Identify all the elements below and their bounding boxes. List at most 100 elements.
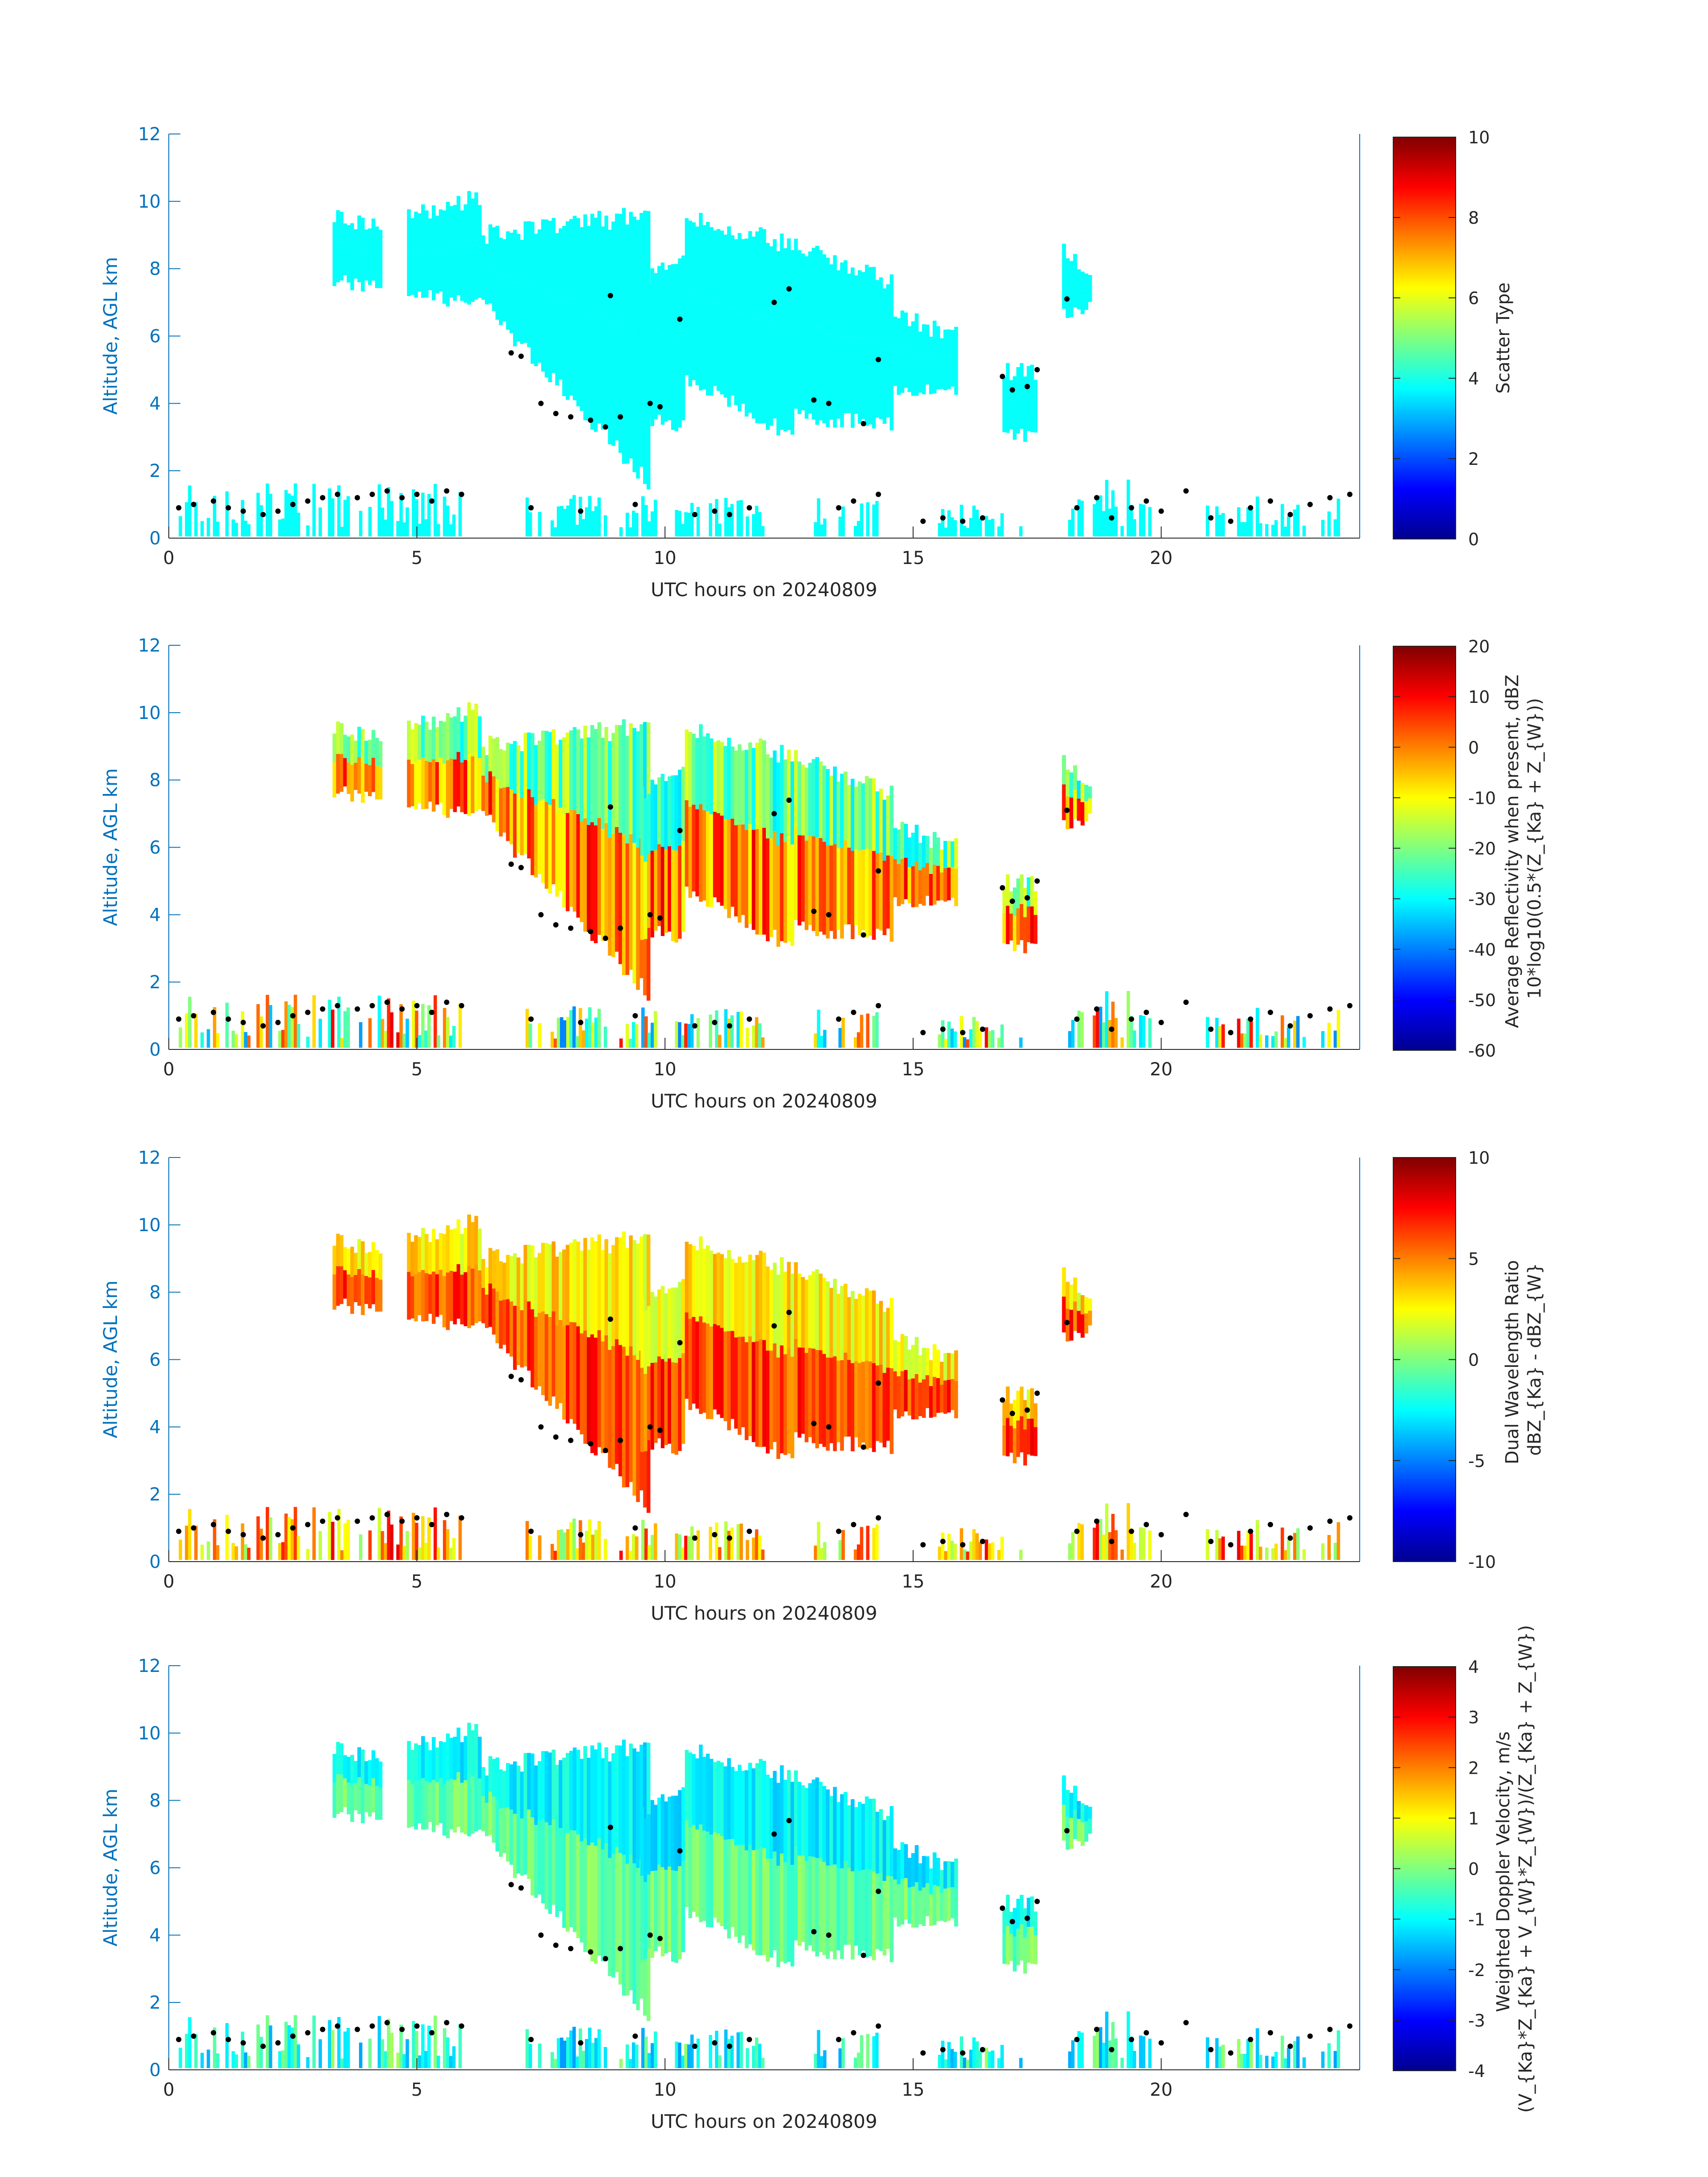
low-cloud-cell	[1321, 1543, 1325, 1560]
low-cloud-cell	[572, 2027, 576, 2068]
low-cloud-cell	[860, 1527, 864, 1560]
cloud-cell	[678, 334, 682, 428]
low-cloud-cell	[988, 1031, 991, 1048]
cloud-cell	[657, 333, 661, 415]
cloud-cell	[737, 744, 742, 825]
cloud-cell	[864, 848, 869, 937]
cloud-cell	[1080, 1314, 1085, 1338]
cloud-cell	[375, 226, 379, 255]
cloud-cell	[474, 192, 478, 241]
cloud-cell	[1013, 916, 1017, 951]
cloud-cell	[576, 1834, 580, 1938]
cloud-cell	[1023, 376, 1027, 406]
low-cloud-cell	[875, 1012, 879, 1048]
cloud-cell	[716, 1760, 721, 1834]
cloud-cell	[608, 230, 612, 326]
marker-point	[260, 1535, 266, 1541]
marker-point	[1208, 2047, 1214, 2052]
marker-point	[836, 505, 842, 511]
cloud-cell	[336, 721, 340, 754]
low-cloud-cell	[1246, 2039, 1250, 2068]
marker-point	[290, 1013, 296, 1019]
cloud-cell	[940, 1362, 944, 1385]
low-cloud-cell	[985, 516, 988, 537]
marker-point	[647, 401, 653, 406]
cloud-cell	[478, 1778, 482, 1830]
marker-point	[1267, 1522, 1273, 1528]
marker-point	[588, 929, 593, 935]
cloud-cell	[1019, 393, 1024, 429]
cloud-cell	[583, 1746, 587, 1839]
low-cloud-cell	[525, 497, 529, 537]
cloud-cell	[815, 1858, 819, 1957]
cloud-cell	[636, 1360, 640, 1502]
low-cloud-cell	[331, 1009, 334, 1048]
low-cloud-cell	[1132, 1030, 1136, 1048]
low-cloud-cell	[387, 2018, 391, 2068]
cloud-cell	[829, 1796, 834, 1866]
marker-point	[290, 1525, 296, 1531]
low-cloud-cell	[1321, 2052, 1325, 2068]
cloud-cell	[780, 234, 784, 322]
cloud-cell	[766, 754, 770, 839]
cloud-cell	[787, 1348, 791, 1454]
low-cloud-cell	[718, 1035, 722, 1048]
cloud-cell	[1062, 273, 1066, 309]
x-tick-label: 5	[411, 2080, 422, 2100]
cloud-cell	[580, 1759, 584, 1842]
cloud-cell	[1013, 1428, 1017, 1463]
low-cloud-cell	[761, 526, 765, 537]
cloud-cell	[886, 855, 890, 929]
marker-point	[747, 1529, 752, 1534]
cloud-cell	[668, 1866, 672, 1952]
low-cloud-cell	[1093, 1527, 1096, 1560]
cloud-cell	[428, 1242, 432, 1274]
cloud-cell	[858, 1294, 862, 1363]
marker-point	[191, 2033, 196, 2039]
cloud-cell	[780, 1345, 784, 1454]
low-cloud-cell	[1096, 2031, 1099, 2068]
marker-point	[275, 508, 281, 514]
cloud-cell	[713, 1254, 717, 1324]
cloud-cell	[847, 848, 851, 924]
low-cloud-cell	[1265, 1035, 1269, 1048]
marker-point	[528, 1016, 534, 1022]
cloud-cell	[559, 1828, 563, 1912]
low-cloud-cell	[975, 2041, 979, 2068]
cloud-cell	[562, 302, 566, 397]
low-cloud-cell	[1246, 507, 1250, 537]
cloud-cell	[618, 1345, 622, 1476]
low-cloud-cell	[696, 1530, 700, 1560]
cloud-cell	[520, 1818, 524, 1876]
cloud-cell	[1023, 917, 1027, 953]
low-cloud-cell	[1336, 498, 1341, 537]
cloud-cell	[787, 1262, 791, 1348]
cloud-cell	[418, 213, 422, 249]
low-cloud-cell	[872, 1015, 876, 1048]
low-cloud-cell	[449, 2056, 453, 2068]
cloud-cell	[559, 296, 563, 380]
low-cloud-cell	[938, 2055, 942, 2068]
cloud-cell	[530, 733, 535, 797]
cloud-cell	[759, 1339, 763, 1447]
cloud-cell	[506, 276, 510, 330]
cloud-cell	[695, 809, 699, 897]
cloud-cell	[410, 729, 414, 764]
cloud-cell	[915, 1337, 919, 1374]
low-cloud-cell	[578, 1520, 582, 1560]
cloud-cell	[502, 276, 506, 322]
cloud-cell	[464, 715, 468, 760]
cloud-cell	[692, 1825, 696, 1912]
marker-point	[508, 1374, 514, 1379]
low-cloud-cell	[1296, 2036, 1300, 2068]
low-cloud-cell	[424, 1542, 428, 1560]
cloud-cell	[1080, 1803, 1085, 1823]
cloud-cell	[654, 273, 658, 339]
marker-point	[355, 1006, 360, 1012]
cloud-cell	[640, 1807, 644, 1876]
low-cloud-cell	[396, 2052, 400, 2068]
low-cloud-cell	[675, 1021, 678, 1048]
colorbar-gradient	[1393, 137, 1456, 539]
cloud-cell	[769, 1350, 773, 1450]
cloud-cell	[1073, 765, 1077, 790]
